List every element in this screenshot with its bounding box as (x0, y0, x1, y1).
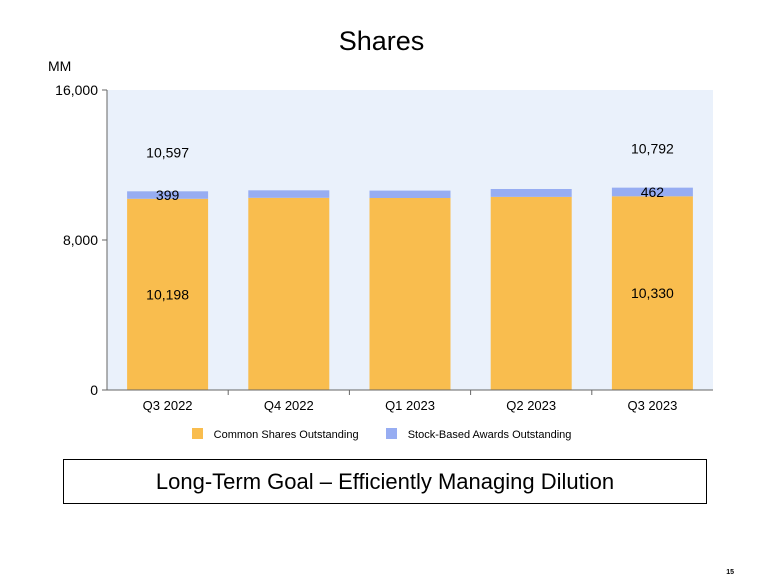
bar-segment-common (490, 196, 572, 390)
goal-callout-box: Long-Term Goal – Efficiently Managing Di… (63, 459, 707, 504)
y-tick-label: 16,000 (55, 82, 98, 98)
goal-text: Long-Term Goal – Efficiently Managing Di… (155, 469, 615, 494)
bars-layer (127, 187, 693, 390)
bar-segment-common (248, 197, 330, 390)
legend-swatch-awards (385, 428, 397, 439)
data-label-common: 10,330 (631, 285, 674, 301)
bar-segment-awards (490, 189, 572, 197)
bar-segment-common (127, 198, 209, 390)
bar-segment-awards (248, 190, 330, 198)
legend-item-awards: Stock-Based Awards Outstanding (385, 428, 572, 441)
data-label-total: 10,792 (631, 141, 674, 157)
data-labels-layer: 10,597 399 10,198 10,792 462 10,330 (146, 141, 674, 303)
legend-item-common: Common Shares Outstanding (191, 428, 359, 441)
data-label-total: 10,597 (146, 144, 189, 160)
bar-segment-awards (127, 191, 209, 199)
x-tick-label: Q2 2023 (506, 398, 556, 413)
chart-title: Shares (338, 26, 425, 56)
y-tick-label: 8,000 (63, 232, 98, 248)
y-axis-unit-label: MM (48, 58, 72, 74)
data-label-common: 10,198 (146, 286, 189, 302)
bar-segment-awards (369, 190, 451, 198)
page-number: 15 (726, 569, 734, 576)
data-label-awards: 462 (641, 184, 665, 200)
legend-label-awards: Stock-Based Awards Outstanding (407, 429, 572, 441)
legend: Common Shares Outstanding Stock-Based Aw… (0, 428, 763, 441)
bar-segment-common (611, 196, 693, 390)
bar-segment-awards (611, 187, 693, 197)
y-ticks-layer: 0 8,000 16,000 (55, 82, 107, 398)
x-tick-label: Q3 2023 (627, 398, 677, 413)
legend-label-common: Common Shares Outstanding (213, 429, 359, 441)
legend-swatch-common (191, 428, 203, 439)
x-tick-label: Q4 2022 (264, 398, 314, 413)
data-label-awards: 399 (156, 187, 180, 203)
x-tick-label: Q1 2023 (385, 398, 435, 413)
y-tick-label: 0 (90, 382, 98, 398)
x-ticks-layer: Q3 2022 Q4 2022 Q1 2023 Q2 2023 Q3 2023 (143, 390, 677, 413)
x-tick-label: Q3 2022 (143, 398, 193, 413)
bar-segment-common (369, 198, 451, 390)
